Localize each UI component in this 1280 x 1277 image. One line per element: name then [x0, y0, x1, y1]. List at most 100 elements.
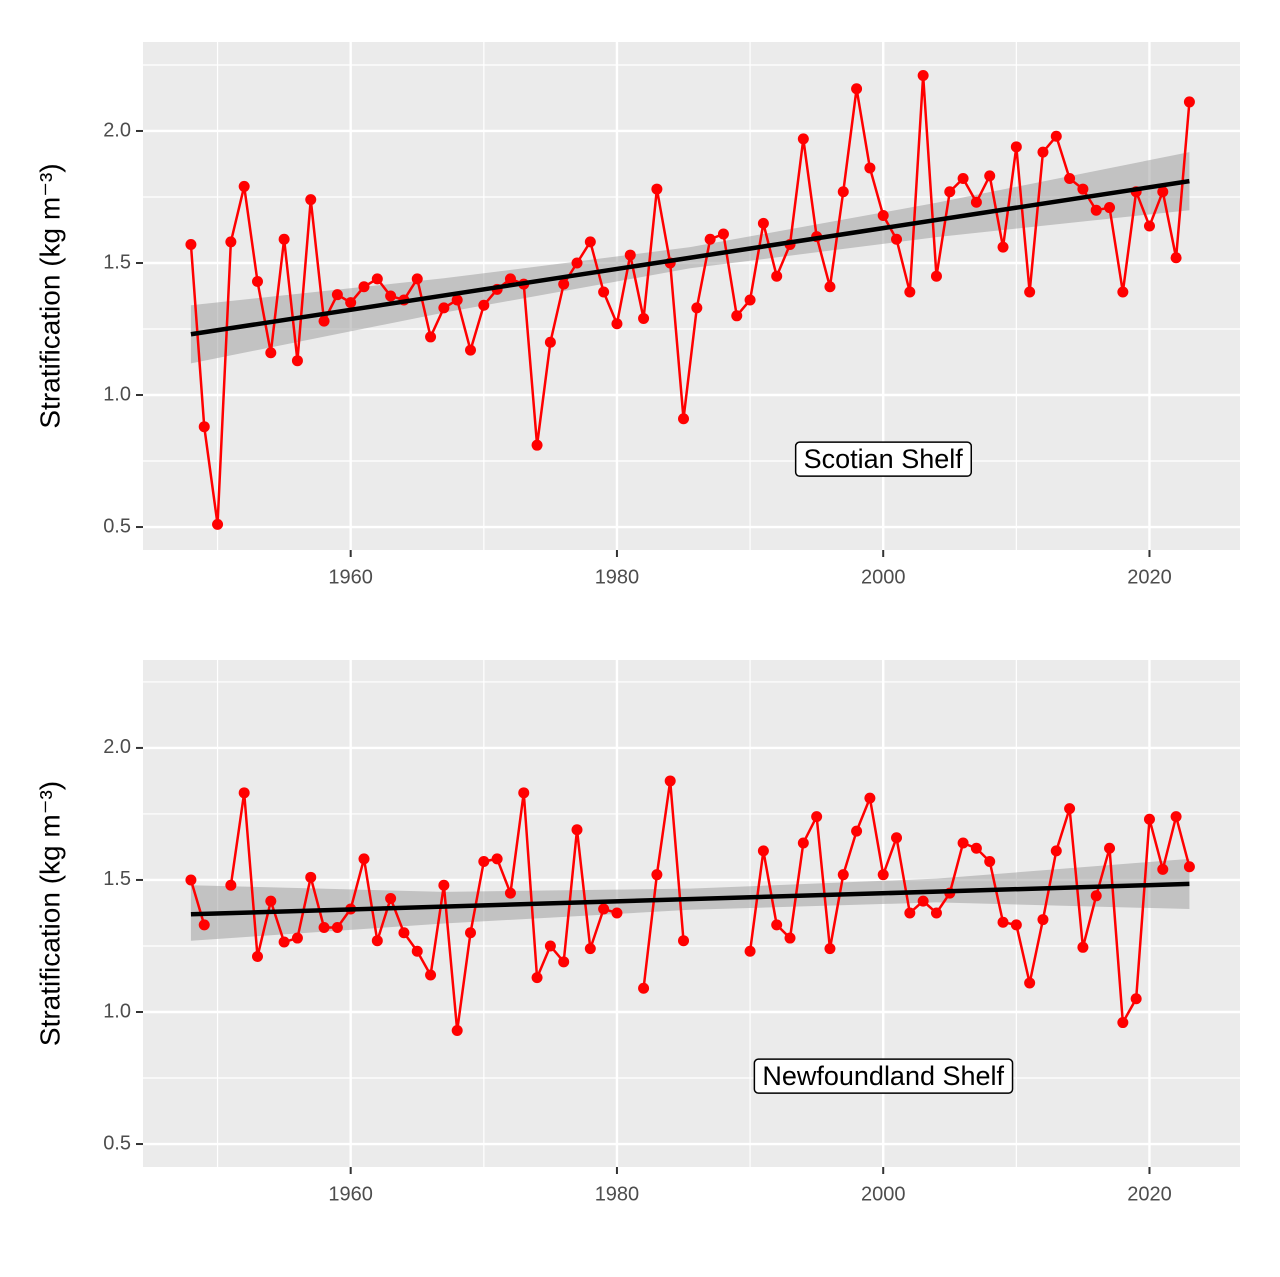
trend-line — [190, 881, 1190, 917]
x-tick-label: 1960 — [328, 1183, 373, 1205]
data-point — [1077, 183, 1089, 195]
y-axis-title: Stratification (kg m⁻³) — [34, 163, 65, 428]
data-point — [385, 892, 397, 904]
data-point — [438, 302, 450, 314]
data-point — [891, 233, 903, 245]
data-point — [291, 355, 303, 367]
data-point — [225, 236, 237, 248]
data-point — [930, 270, 942, 282]
data-point — [877, 869, 889, 881]
x-tick-label: 1960 — [328, 566, 373, 588]
data-point — [198, 421, 210, 433]
data-point — [451, 1024, 463, 1036]
data-point — [278, 233, 290, 245]
data-point — [318, 921, 330, 933]
y-tick-label: 1.5 — [103, 251, 131, 273]
data-point — [185, 874, 197, 886]
data-point — [251, 951, 263, 963]
data-point — [1170, 252, 1182, 264]
data-point — [265, 895, 277, 907]
y-tick-label: 2.0 — [103, 119, 131, 141]
data-point — [504, 273, 516, 285]
data-line — [189, 75, 1191, 525]
data-point — [797, 837, 809, 849]
data-point — [1183, 96, 1195, 108]
data-point — [1157, 863, 1169, 875]
data-point — [544, 336, 556, 348]
y-tick-label: 1.0 — [103, 1000, 131, 1022]
data-point — [212, 518, 224, 530]
data-point — [691, 302, 703, 314]
data-point — [465, 927, 477, 939]
data-point — [451, 294, 463, 306]
y-axis-title: Stratification (kg m⁻³) — [34, 781, 65, 1046]
x-tick-label: 1980 — [595, 566, 640, 588]
data-point — [851, 825, 863, 837]
data-point — [837, 186, 849, 198]
data-point — [1170, 811, 1182, 823]
annotation-text: Newfoundland Shelf — [762, 1061, 1004, 1091]
data-point — [851, 83, 863, 95]
data-point — [371, 935, 383, 947]
data-point — [1037, 914, 1049, 926]
data-point — [425, 969, 437, 981]
data-point — [970, 842, 982, 854]
data-point — [1050, 845, 1062, 857]
data-point — [917, 895, 929, 907]
y-tick-label: 2.0 — [103, 736, 131, 758]
data-point — [624, 249, 636, 261]
data-point — [305, 194, 317, 206]
data-point — [1064, 803, 1076, 815]
data-point — [638, 312, 650, 324]
data-point — [797, 133, 809, 145]
data-point — [997, 916, 1009, 928]
data-point — [970, 196, 982, 208]
data-point — [438, 879, 450, 891]
data-point — [411, 273, 423, 285]
data-point — [930, 907, 942, 919]
data-point — [238, 787, 250, 799]
data-point — [1090, 890, 1102, 902]
data-point — [598, 286, 610, 298]
data-point — [385, 290, 397, 302]
data-point — [598, 903, 610, 915]
data-point — [611, 907, 623, 919]
data-point — [678, 413, 690, 425]
data-point — [731, 310, 743, 322]
data-point — [185, 239, 197, 251]
data-point — [478, 855, 490, 867]
data-point — [891, 832, 903, 844]
annotation-text: Scotian Shelf — [804, 444, 964, 474]
data-point — [771, 270, 783, 282]
data-point — [1117, 286, 1129, 298]
data-point — [704, 233, 716, 245]
data-point — [531, 439, 543, 451]
data-point — [638, 982, 650, 994]
data-point — [571, 257, 583, 269]
data-point — [864, 792, 876, 804]
data-point — [957, 837, 969, 849]
data-point — [1090, 204, 1102, 216]
data-point — [811, 811, 823, 823]
data-point — [1183, 861, 1195, 873]
data-point — [584, 236, 596, 248]
data-point — [1143, 813, 1155, 825]
data-point — [544, 940, 556, 952]
data-point — [784, 932, 796, 944]
data-point — [345, 297, 357, 309]
data-point — [251, 275, 263, 287]
data-point — [291, 932, 303, 944]
data-point — [411, 945, 423, 957]
data-point — [478, 299, 490, 311]
data-point — [651, 183, 663, 195]
data-point — [558, 956, 570, 968]
data-point — [957, 173, 969, 185]
data-point — [1037, 146, 1049, 158]
annotation: Newfoundland Shelf — [753, 1058, 1014, 1094]
data-point — [864, 162, 876, 174]
x-tick-label: 2000 — [861, 566, 906, 588]
data-point — [305, 871, 317, 883]
data-point — [398, 927, 410, 939]
